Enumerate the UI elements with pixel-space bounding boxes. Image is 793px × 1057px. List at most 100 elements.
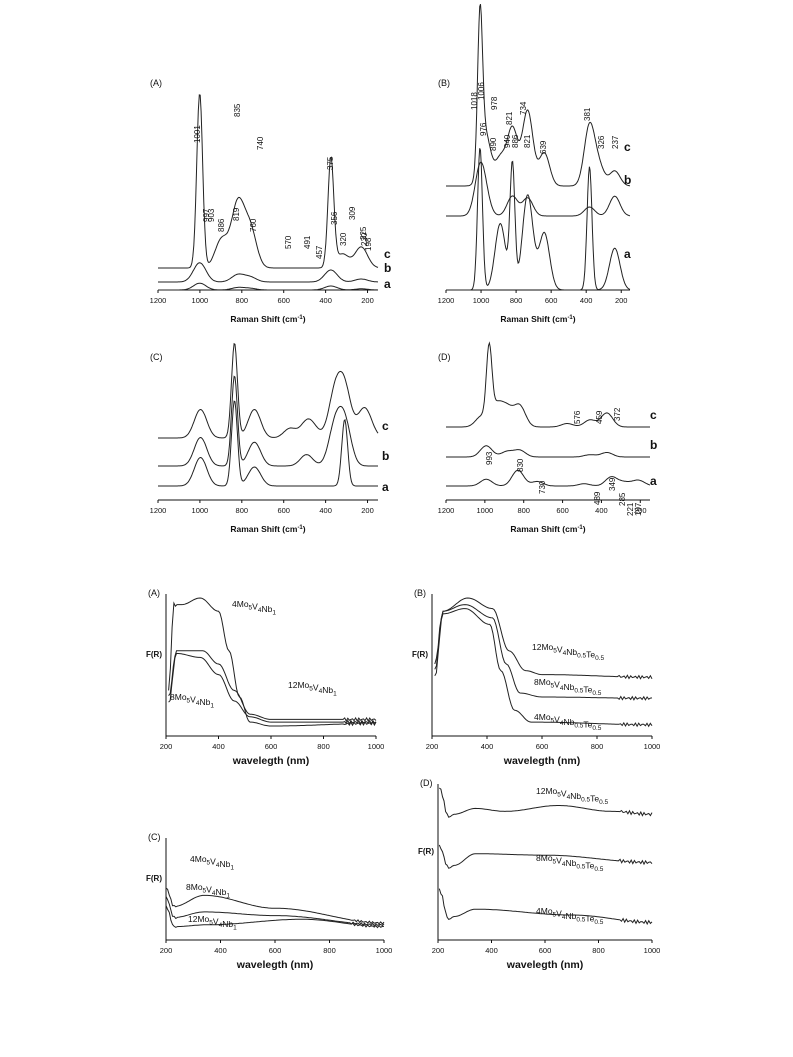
series-label-element: Nb (563, 717, 574, 727)
peak-label-372: 372 (613, 407, 622, 421)
x-tick-label: 1200 (438, 296, 455, 305)
series-label-sub: 0.5 (594, 866, 603, 873)
series-label-prefix: 8 (536, 853, 541, 863)
series-label-sub: 5 (553, 648, 557, 655)
peak-label-349: 349 (608, 477, 617, 491)
panel-label: (A) (150, 78, 162, 88)
series-label-a: a (624, 247, 631, 261)
peak-label-489: 489 (593, 491, 602, 505)
x-tick-label: 800 (591, 742, 604, 751)
series-label: 8Mo5V4Nb1 (186, 882, 230, 900)
panel-label: (D) (420, 778, 433, 788)
x-tick-label: 200 (426, 742, 439, 751)
panel-label: (D) (438, 352, 451, 362)
series-line (438, 888, 653, 926)
x-tick-label: 200 (361, 506, 374, 515)
series-label-sub: 4 (567, 794, 571, 801)
series-label-sub: 1 (272, 610, 276, 617)
x-axis-label: wavelegth (nm) (503, 755, 580, 767)
series-label-sub: 0.5 (594, 919, 603, 926)
x-tick-label: 1000 (192, 296, 209, 305)
series-label-sub: 4 (563, 650, 567, 657)
x-tick-label: 200 (615, 296, 628, 305)
series-label-sub: 1 (233, 925, 237, 932)
x-tick-label: 1000 (644, 946, 661, 955)
series-label-element: Mo (541, 853, 553, 863)
series-label-sub: 4 (258, 607, 262, 614)
series-label-sub: 5 (187, 698, 191, 705)
x-axis-label-text: Raman Shift (cm (510, 524, 578, 534)
series-line-a (158, 282, 379, 291)
series-label-sub: 4 (216, 862, 220, 869)
series-label-element: V (213, 917, 219, 927)
series-label-prefix: 8 (186, 882, 191, 892)
peak-label-830: 830 (516, 458, 525, 472)
peak-label-890: 890 (489, 137, 498, 151)
series-label-sub: 1 (226, 893, 230, 900)
peak-label-760: 760 (249, 218, 258, 232)
series-label-element: Mo (545, 786, 557, 796)
series-label-element: Nb (563, 682, 574, 692)
series-label-sub: 0.5 (577, 653, 586, 660)
peak-label-225: 225 (359, 226, 368, 240)
peak-label-237: 237 (611, 135, 620, 149)
series-label-element: Mo (175, 692, 187, 702)
peak-label-1018: 1018 (470, 92, 479, 110)
series-label-prefix: 8 (170, 692, 175, 702)
series-label-prefix: 12 (188, 914, 198, 924)
x-tick-label: 1000 (477, 506, 494, 515)
x-tick-label: 800 (317, 742, 330, 751)
series-label-element: Mo (539, 677, 551, 687)
x-axis-label-end: ) (573, 314, 576, 324)
peak-label-570: 570 (284, 235, 293, 249)
series-label-element: Te (590, 794, 599, 804)
peak-label-886: 886 (217, 218, 226, 232)
series-line (168, 652, 377, 725)
series-label-element: V (561, 789, 567, 799)
series-label: 8Mo5V4Nb1 (170, 692, 214, 710)
x-tick-label: 600 (265, 742, 278, 751)
series-line-c (446, 341, 650, 428)
series-label-c: c (624, 140, 631, 154)
peak-label-309: 309 (348, 206, 357, 220)
series-label-element: Nb (566, 647, 577, 657)
series-label-element: Nb (570, 791, 581, 801)
series-label-a: a (650, 474, 657, 488)
series-line-a (158, 400, 378, 487)
series-line (165, 887, 385, 925)
series-label-sub: 0.5 (599, 799, 608, 806)
x-axis-label-sup: -1 (297, 525, 303, 531)
peak-label-903: 903 (207, 208, 216, 222)
series-label-sub: 0.5 (574, 688, 583, 695)
series-label-prefix: 12 (532, 642, 542, 652)
x-tick-label: 200 (432, 946, 445, 955)
series-label-c: c (384, 247, 391, 261)
panel-label: (A) (148, 588, 160, 598)
x-tick-label: 400 (580, 296, 593, 305)
peak-label-734: 734 (519, 101, 528, 115)
series-label: 12Mo5V4Nb0.5Te0.5 (532, 642, 605, 662)
series-line (438, 844, 653, 869)
series-label-b: b (384, 261, 391, 275)
series-line (165, 905, 384, 929)
series-label-sub: 4 (562, 914, 566, 921)
peak-label-459: 459 (595, 410, 604, 424)
peak-label-375: 375 (326, 156, 335, 170)
peak-label-197: 197 (634, 502, 643, 516)
y-axis-label: F(R) (146, 874, 162, 883)
series-label-sub: 4 (219, 922, 223, 929)
x-tick-label: 200 (361, 296, 374, 305)
x-tick-label: 600 (277, 506, 290, 515)
series-line-c (446, 4, 631, 187)
series-label-prefix: 4 (190, 854, 195, 864)
series-line-a (446, 469, 651, 487)
x-axis-label-sup: -1 (297, 315, 303, 321)
peak-label-976: 976 (479, 122, 488, 136)
x-axis-label: Raman Shift (cm-1) (510, 524, 585, 534)
series-label-b: b (382, 449, 389, 463)
series-line (434, 608, 653, 728)
peak-label-356: 356 (330, 211, 339, 225)
series-label-element: Te (583, 720, 592, 730)
